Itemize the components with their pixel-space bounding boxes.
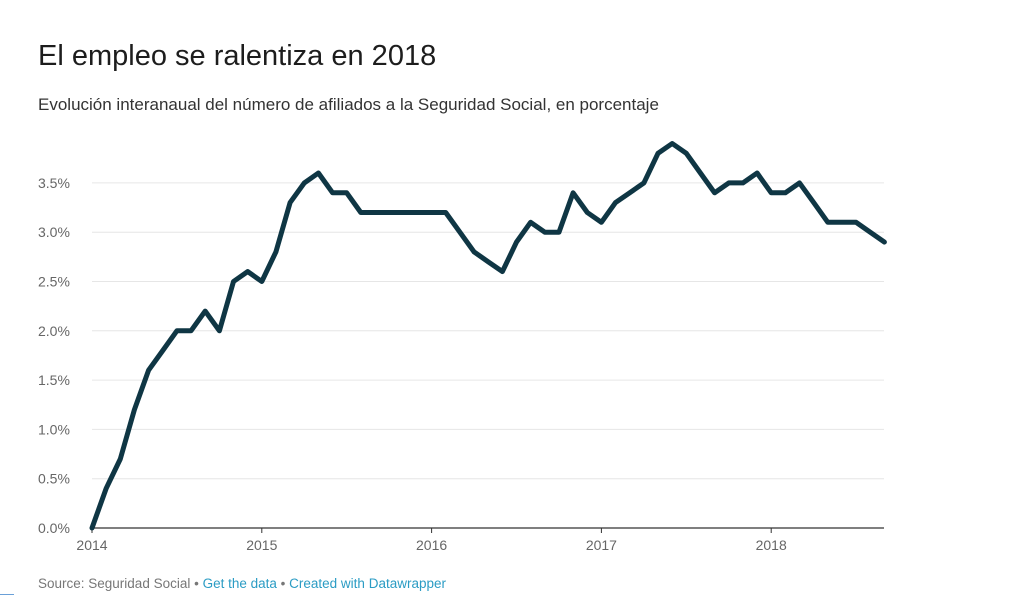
y-tick-label: 2.0% bbox=[38, 323, 70, 339]
y-tick-label: 2.5% bbox=[38, 274, 70, 290]
chart-title: El empleo se ralentiza en 2018 bbox=[38, 40, 437, 72]
x-axis: 2014 2015 2016 2017 2018 bbox=[76, 528, 787, 553]
x-tick-label: 2015 bbox=[246, 537, 277, 553]
get-the-data-link[interactable]: Get the data bbox=[202, 576, 277, 591]
x-tick-label: 2016 bbox=[416, 537, 447, 553]
y-tick-label: 3.0% bbox=[38, 224, 70, 240]
corner-mark bbox=[0, 594, 14, 595]
y-tick-label: 1.0% bbox=[38, 421, 70, 437]
chart-subtitle: Evolución interanaual del número de afil… bbox=[38, 95, 659, 114]
x-tick-label: 2014 bbox=[76, 537, 107, 553]
footer-separator: • bbox=[280, 576, 290, 591]
y-axis: 0.0% 0.5% 1.0% 1.5% 2.0% 2.5% 3.0% 3.5% bbox=[38, 175, 70, 536]
gridlines bbox=[92, 182, 884, 480]
y-tick-label: 0.0% bbox=[38, 520, 70, 536]
footer-separator: • bbox=[194, 576, 203, 591]
y-tick-label: 3.5% bbox=[38, 175, 70, 191]
y-tick-label: 0.5% bbox=[38, 471, 70, 487]
y-tick-label: 1.5% bbox=[38, 372, 70, 388]
chart-footer: Source: Seguridad Social • Get the data … bbox=[38, 576, 446, 591]
x-tick-label: 2018 bbox=[756, 537, 787, 553]
source-label: Source: Seguridad Social bbox=[38, 576, 191, 591]
x-tick-label: 2017 bbox=[586, 537, 617, 553]
created-with-datawrapper-link[interactable]: Created with Datawrapper bbox=[289, 576, 446, 591]
series-line bbox=[89, 141, 887, 531]
